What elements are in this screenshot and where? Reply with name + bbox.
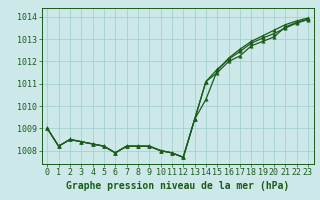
- X-axis label: Graphe pression niveau de la mer (hPa): Graphe pression niveau de la mer (hPa): [66, 181, 289, 191]
